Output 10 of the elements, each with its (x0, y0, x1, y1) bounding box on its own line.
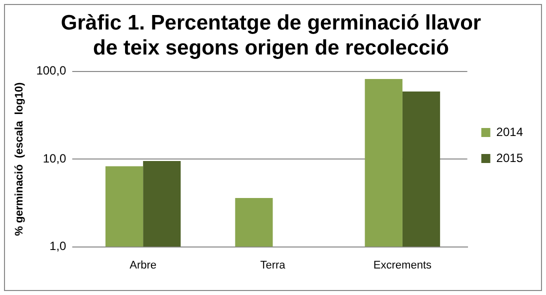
y-tick-label: 1,0 (50, 239, 67, 254)
x-tick-label: Arbre (130, 259, 157, 272)
legend-label: 2014 (496, 124, 524, 139)
y-tick-label: 10,0 (42, 151, 67, 166)
x-tick-label: Excrements (373, 259, 432, 272)
y-axis-title: % germinació (escala log10) (14, 82, 26, 236)
x-tick-label: Terra (260, 259, 286, 272)
chart-title: Gràfic 1. Percentatge de germinació llavor de teix segons origen de recolecció (60, 11, 482, 60)
y-tick-label: 100,0 (36, 64, 67, 78)
legend-label: 2015 (496, 150, 524, 165)
